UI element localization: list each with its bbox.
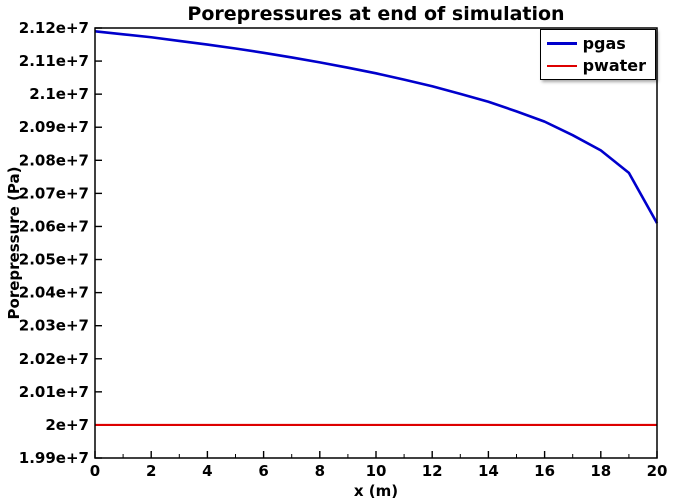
x-tick-label: 0 (90, 462, 100, 480)
x-tick-label: 14 (478, 462, 499, 480)
y-tick-label: 2.01e+7 (19, 383, 89, 401)
x-axis-label: x (m) (353, 482, 399, 500)
y-tick-label: 2.02e+7 (19, 350, 89, 368)
y-tick-label: 2.08e+7 (19, 151, 89, 169)
y-tick-label: 2.09e+7 (19, 118, 89, 136)
y-tick-label: 2.05e+7 (19, 251, 89, 269)
legend-label-pgas: pgas (582, 34, 626, 53)
x-tick-label: 6 (258, 462, 268, 480)
series-pgas (94, 30, 659, 224)
x-tick-label: 12 (422, 462, 443, 480)
y-tick-label: 2.04e+7 (19, 284, 89, 302)
x-tick-label: 2 (146, 462, 156, 480)
legend-label-pwater: pwater (582, 56, 646, 75)
y-tick-label: 2.03e+7 (19, 317, 89, 335)
chart-title: Porepressures at end of simulation (187, 3, 565, 25)
plot-border (94, 27, 658, 459)
x-tick-label: 4 (202, 462, 212, 480)
y-tick-label: 2.07e+7 (19, 184, 89, 202)
y-tick-label: 2e+7 (45, 416, 89, 434)
x-tick-label: 8 (315, 462, 325, 480)
x-tick-label: 10 (366, 462, 387, 480)
plot-background (95, 28, 657, 458)
pwater-line-swatch (546, 64, 577, 67)
legend: pgas pwater (539, 29, 656, 80)
legend-item-pgas: pgas (546, 34, 646, 53)
y-tick-label: 2.06e+7 (19, 217, 89, 235)
pgas-line-swatch (546, 42, 577, 45)
x-tick-label: 16 (534, 462, 555, 480)
y-tick-label: 2.11e+7 (19, 52, 89, 70)
y-tick-label: 1.99e+7 (19, 449, 89, 467)
legend-item-pwater: pwater (546, 56, 646, 75)
y-tick-label: 2.1e+7 (29, 85, 89, 103)
x-tick-label: 18 (590, 462, 611, 480)
y-tick-label: 2.12e+7 (19, 19, 89, 37)
x-tick-label: 20 (647, 462, 668, 480)
